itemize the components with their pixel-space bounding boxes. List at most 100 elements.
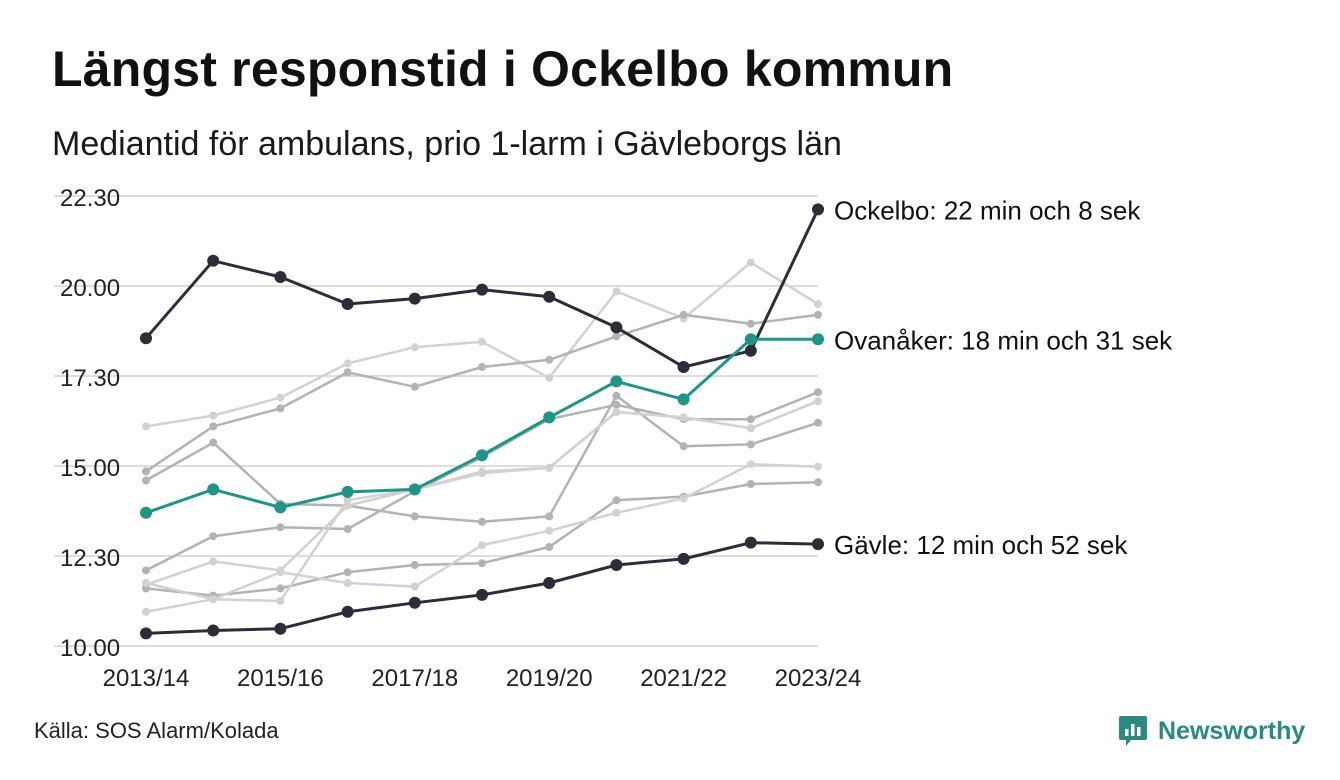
data-point xyxy=(746,424,755,433)
data-point xyxy=(142,607,150,616)
data-point xyxy=(410,343,419,352)
chart-subtitle: Mediantid för ambulans, prio 1-larm i Gä… xyxy=(52,125,842,163)
y-tick-label: 22.30 xyxy=(60,185,120,212)
data-point xyxy=(209,595,218,604)
data-point-highlight xyxy=(274,622,287,635)
data-point xyxy=(478,467,486,476)
data-point xyxy=(209,422,218,431)
data-point xyxy=(478,541,486,550)
data-point xyxy=(814,310,822,319)
chart-title: Längst responstid i Ockelbo kommun xyxy=(52,41,954,97)
data-point-highlight xyxy=(341,485,354,498)
data-point-highlight xyxy=(207,624,220,637)
data-point xyxy=(142,422,150,431)
data-point xyxy=(276,404,285,413)
data-point-highlight xyxy=(140,506,152,519)
data-point-highlight xyxy=(677,361,690,373)
data-point xyxy=(478,517,486,526)
data-point xyxy=(276,597,285,605)
x-tick-label: 2013/14 xyxy=(103,665,190,692)
data-point-highlight xyxy=(140,627,152,640)
data-point-highlight xyxy=(274,501,287,514)
data-point xyxy=(679,442,688,451)
data-point xyxy=(679,413,688,422)
x-tick-label: 2017/18 xyxy=(371,665,458,692)
data-point xyxy=(343,568,352,577)
data-point-highlight xyxy=(744,536,757,549)
data-point xyxy=(679,310,688,319)
newsworthy-logo-icon xyxy=(1119,716,1147,746)
data-point-highlight xyxy=(207,254,220,267)
y-tick-label: 10.00 xyxy=(60,635,120,662)
data-point-highlight xyxy=(543,411,556,424)
data-point-highlight xyxy=(476,449,488,462)
data-point xyxy=(612,287,621,296)
y-tick-label: 12.30 xyxy=(60,545,120,572)
data-point xyxy=(209,557,218,566)
data-point xyxy=(814,300,822,308)
data-point-highlight xyxy=(476,283,488,296)
series-end-label: Gävle: 12 min och 52 sek xyxy=(834,530,1128,560)
series-line xyxy=(145,400,819,586)
x-tick-label: 2019/20 xyxy=(506,665,593,692)
data-point xyxy=(746,415,755,424)
data-point xyxy=(612,408,621,416)
data-point xyxy=(612,332,621,341)
x-tick-label: 2021/22 xyxy=(640,665,727,692)
data-point xyxy=(814,478,822,487)
data-point xyxy=(612,496,621,505)
data-point xyxy=(209,532,218,541)
data-point xyxy=(343,368,352,377)
data-point xyxy=(746,440,755,449)
data-point xyxy=(410,382,419,391)
data-point-highlight xyxy=(744,344,757,357)
x-tick-label: 2015/16 xyxy=(237,665,324,692)
data-point xyxy=(343,359,352,368)
series-end-label: Ovanåker: 18 min och 31 sek xyxy=(834,325,1173,355)
data-point-highlight xyxy=(543,290,556,303)
data-point-highlight xyxy=(677,393,690,406)
data-point xyxy=(343,496,352,505)
data-point-highlight xyxy=(274,271,287,283)
data-point-highlight xyxy=(812,333,824,346)
data-point xyxy=(746,460,755,469)
data-point xyxy=(679,494,688,503)
data-point xyxy=(478,337,486,346)
data-point-highlight xyxy=(408,292,421,305)
data-point xyxy=(746,319,755,328)
data-point xyxy=(746,258,755,267)
data-point-highlight xyxy=(408,483,421,496)
data-point xyxy=(814,397,822,406)
data-point xyxy=(814,388,822,397)
data-point-highlight xyxy=(812,538,824,551)
data-point-highlight xyxy=(476,588,488,601)
data-point-highlight xyxy=(140,332,152,345)
series-line xyxy=(145,400,819,614)
data-point xyxy=(142,566,150,575)
data-point xyxy=(612,391,621,400)
data-point-highlight xyxy=(341,605,354,618)
data-point-highlight xyxy=(812,203,824,216)
data-point xyxy=(142,467,150,476)
data-point-highlight xyxy=(610,375,623,388)
data-point xyxy=(276,523,285,532)
data-point-highlight xyxy=(543,577,556,589)
data-point xyxy=(746,480,755,488)
data-point-highlight xyxy=(610,321,623,334)
data-point xyxy=(410,512,419,521)
data-point-highlight xyxy=(744,333,757,346)
data-point xyxy=(209,411,218,420)
source-note: Källa: SOS Alarm/Kolada xyxy=(34,718,279,743)
data-point xyxy=(545,373,554,382)
data-point xyxy=(343,579,352,587)
data-point xyxy=(276,568,285,577)
data-point-highlight xyxy=(341,298,354,310)
brand-name: Newsworthy xyxy=(1158,716,1306,745)
data-point xyxy=(612,400,621,409)
data-point-highlight xyxy=(408,596,421,609)
data-point xyxy=(209,438,218,447)
data-point xyxy=(545,512,554,521)
data-point xyxy=(612,508,621,517)
y-tick-label: 20.00 xyxy=(60,275,120,302)
